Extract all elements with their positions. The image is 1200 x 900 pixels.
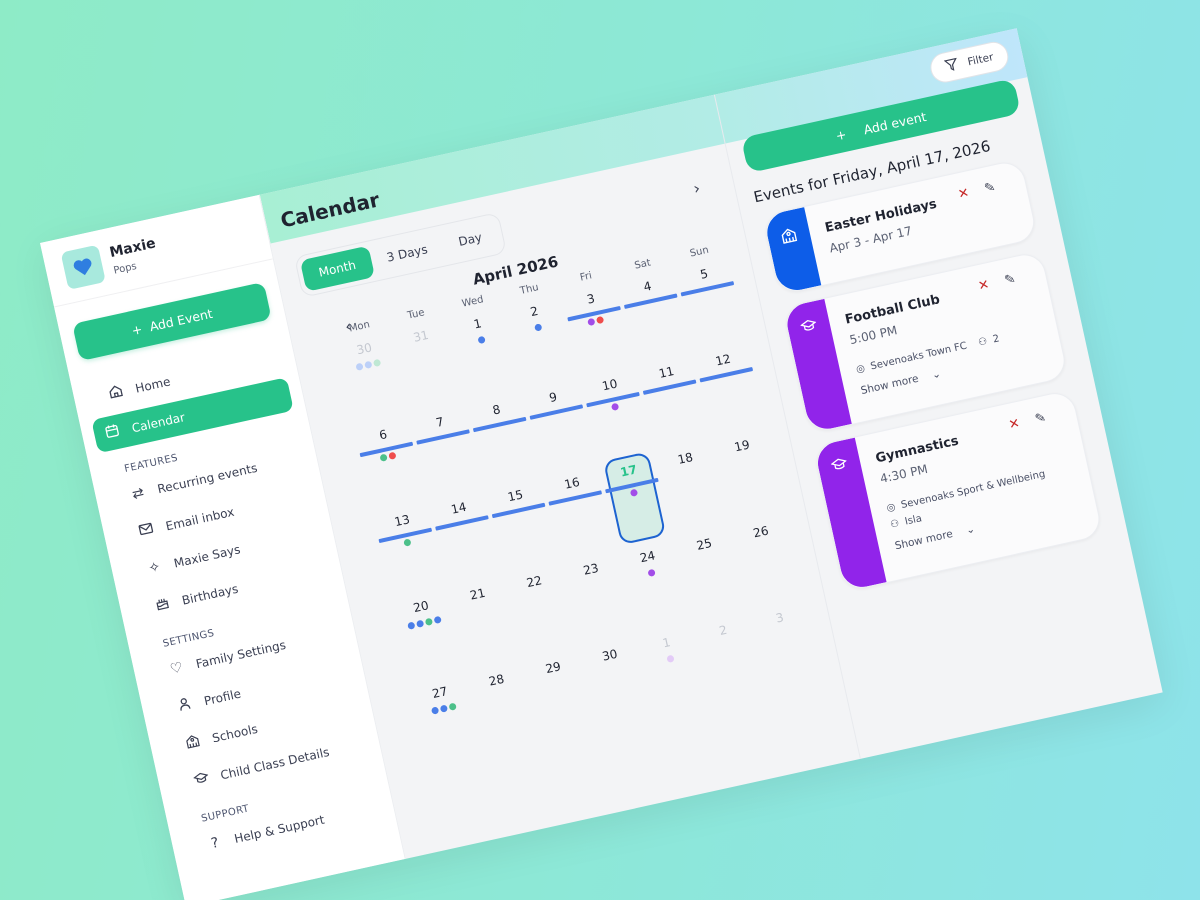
plus-icon: + (130, 320, 144, 338)
filter-button[interactable]: Filter (927, 39, 1012, 86)
event-dot (424, 617, 434, 626)
delete-icon[interactable]: ✕ (976, 277, 991, 295)
graduation-cap-icon (813, 437, 887, 592)
graduation-cap-icon (783, 298, 852, 433)
users-icon: ⚇ (889, 518, 901, 531)
event-dot (646, 568, 656, 578)
location-pin-icon: ◎ (855, 362, 867, 376)
plus-icon: + (834, 126, 848, 143)
event-dot (363, 360, 373, 370)
sidebar-item-email-inbox[interactable]: Email inbox (113, 478, 316, 554)
day-number: 31 (411, 327, 430, 345)
event-attendees: 2 (991, 333, 1001, 346)
filter-icon (943, 57, 960, 75)
sidebar-nav: Home Calendar FEATURES ⇄ Recurring event… (71, 337, 396, 869)
event-dot (610, 402, 619, 412)
events-panel: Filter + Add event Events for Friday, Ap… (713, 28, 1163, 759)
event-dot (354, 362, 364, 372)
help-icon: ? (209, 834, 221, 853)
users-icon: ⚇ (977, 336, 989, 349)
day-number: 30 (600, 646, 619, 664)
day-number: 23 (581, 560, 600, 578)
event-card-easter-holidays[interactable]: Easter Holidays Apr 3 - Apr 17 ✕ ✎ (761, 158, 1039, 296)
event-dot (433, 615, 442, 625)
event-dot (439, 704, 448, 713)
app-window: Maxie Pops + Add Event Home Calendar FEA… (40, 28, 1163, 900)
event-dot (402, 538, 412, 547)
calendar-icon (103, 422, 122, 443)
sidebar: Maxie Pops + Add Event Home Calendar FEA… (40, 194, 406, 900)
tab-month[interactable]: Month (299, 245, 375, 292)
chevron-right-icon[interactable]: › (691, 178, 702, 199)
event-dot (379, 453, 388, 462)
mail-icon (137, 521, 156, 540)
event-dot (533, 323, 542, 332)
day-number: 18 (676, 449, 695, 467)
event-dot (665, 654, 675, 664)
delete-icon[interactable]: ✕ (956, 185, 971, 203)
event-dot (415, 619, 425, 628)
event-dot (595, 315, 605, 325)
tab-day[interactable]: Day (457, 230, 484, 249)
add-event-button-panel[interactable]: + Add event (740, 78, 1022, 174)
sidebar-item-calendar[interactable]: Calendar (91, 377, 294, 454)
day-number: 19 (733, 437, 751, 455)
event-dot (629, 488, 638, 498)
day-number: 28 (487, 671, 506, 689)
sidebar-item-schools[interactable]: Schools (160, 690, 363, 766)
home-icon (106, 383, 125, 404)
day-number: 2 (717, 622, 729, 639)
chevron-down-icon: ⌄ (964, 523, 977, 537)
event-card-football-club[interactable]: Football Club 5:00 PM ◎ Sevenoaks Town F… (782, 250, 1069, 435)
weeks: 30 31 1 2 3 4 5 6 7 8 9 10 11 12 13 14 15 16 17 18 19 20 21 22 2… (333, 253, 824, 770)
event-dot (448, 702, 457, 711)
event-dot (388, 451, 397, 460)
day-number: 22 (525, 573, 544, 591)
event-dot (407, 621, 416, 630)
day-number: 3 (774, 610, 785, 626)
event-dot (430, 706, 439, 715)
repeat-icon: ⇄ (130, 484, 146, 503)
day-number: 26 (751, 523, 770, 541)
school-icon (763, 207, 822, 295)
heart-outline-icon: ♡ (168, 659, 185, 678)
delete-icon[interactable]: ✕ (1007, 416, 1022, 434)
sidebar-item-home[interactable]: Home (83, 340, 286, 416)
event-dot (476, 335, 486, 345)
brand: Maxie Pops (40, 194, 273, 308)
day-number: 29 (544, 659, 563, 677)
school-icon (183, 732, 202, 753)
month-grid: Mon Tue Wed Thu Fri Sat Sun 30 31 1 2 3 4 5 6 7 8… (330, 241, 824, 771)
sidebar-item-child-class-details[interactable]: Child Class Details (168, 727, 371, 803)
sparkles-icon: ✧ (147, 558, 162, 578)
event-attendees: Isla (903, 513, 923, 528)
day-number: 21 (468, 585, 487, 603)
user-icon (175, 695, 194, 716)
cake-icon (153, 595, 172, 616)
tab-3-days[interactable]: 3 Days (385, 242, 429, 265)
event-card-gymnastics[interactable]: Gymnastics 4:30 PM ◎ Sevenoaks Sport & W… (812, 388, 1104, 593)
sidebar-item-profile[interactable]: Profile (152, 653, 355, 729)
graduation-cap-icon (192, 770, 211, 789)
location-pin-icon: ◎ (885, 501, 897, 515)
sidebar-item-birthdays[interactable]: Birthdays (130, 552, 333, 628)
chevron-down-icon: ⌄ (930, 367, 943, 382)
event-dot (587, 317, 596, 327)
day-number: 25 (695, 535, 714, 553)
heart-icon (60, 244, 106, 290)
event-dot (372, 358, 381, 368)
